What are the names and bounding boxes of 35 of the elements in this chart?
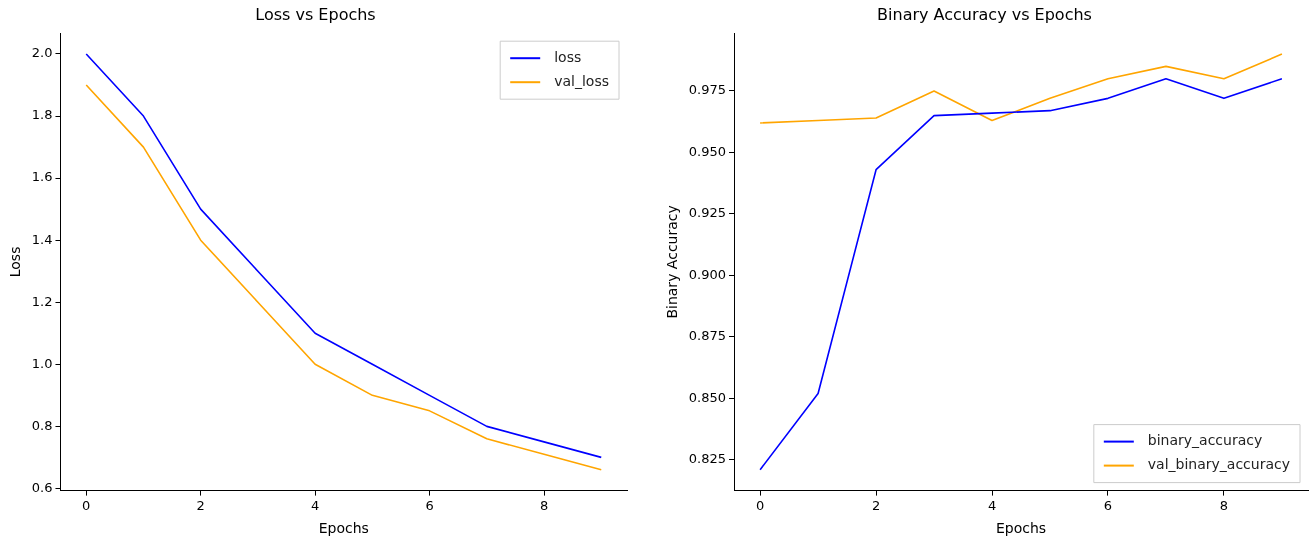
x-tick-label: 2 (871, 497, 881, 513)
legend-label: val_loss (554, 72, 609, 89)
y-tick-label: 2.0 (31, 45, 53, 61)
x-tick-label: 0 (755, 497, 765, 513)
y-tick-label: 1.2 (31, 293, 53, 309)
x-axis-title: Epochs (995, 520, 1047, 537)
x-tick-label: 8 (539, 497, 549, 513)
y-axis-title: Loss (7, 246, 24, 278)
x-tick-label: 4 (310, 497, 320, 513)
x-tick-label: 4 (987, 497, 997, 513)
y-tick-label: 1.0 (31, 355, 53, 371)
y-tick-label: 0.8 (31, 417, 53, 433)
y-tick-label: 0.6 (31, 479, 53, 495)
x-tick-label: 6 (1103, 497, 1113, 513)
y-tick-label: 0.825 (688, 451, 727, 467)
y-tick-label: 0.850 (688, 389, 727, 405)
y-tick-label: 0.975 (688, 82, 727, 98)
y-tick-label: 0.925 (688, 205, 727, 221)
legend-label: binary_accuracy (1147, 432, 1263, 449)
y-tick-label: 0.875 (688, 328, 727, 344)
x-tick-label: 0 (82, 497, 91, 513)
x-tick-label: 2 (196, 497, 205, 513)
y-tick-label: 0.900 (688, 266, 727, 282)
y-tick-label: 1.8 (31, 107, 53, 123)
y-tick-label: 0.950 (688, 143, 727, 159)
legend-label: val_binary_accuracy (1147, 456, 1290, 473)
y-tick-label: 1.6 (31, 169, 53, 185)
y-tick-label: 1.4 (31, 231, 53, 247)
chart-title: Binary Accuracy vs Epochs (877, 4, 1092, 24)
x-axis-title: Epochs (318, 520, 369, 537)
chart-title: Loss vs Epochs (255, 4, 376, 24)
y-axis-title: Binary Accuracy (664, 205, 681, 319)
x-tick-label: 8 (1219, 497, 1229, 513)
x-tick-label: 6 (425, 497, 434, 513)
legend-label: loss (554, 48, 582, 65)
